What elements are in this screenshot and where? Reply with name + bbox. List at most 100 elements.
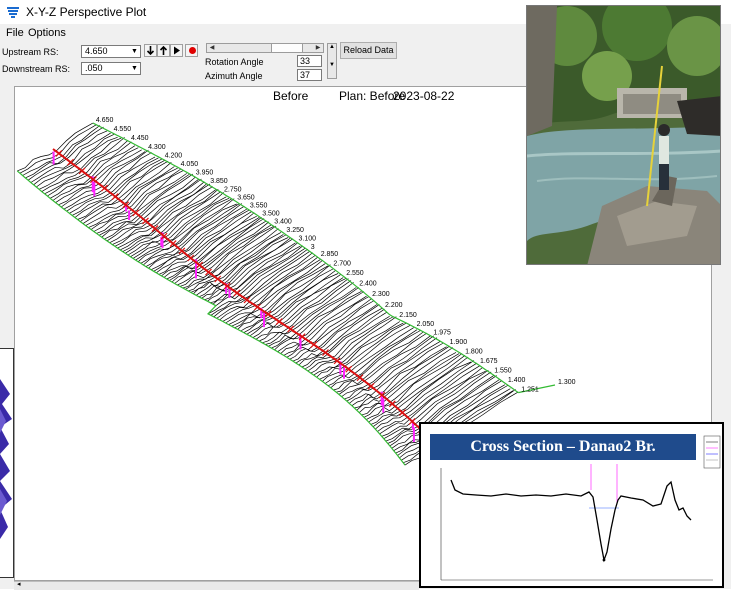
cross-section-line	[122, 188, 219, 252]
cross-section-line	[280, 296, 370, 354]
river-station-label: 2.850	[321, 251, 339, 258]
river-station-label: 3.100	[299, 235, 317, 242]
downstream-bank-extension	[518, 384, 556, 394]
thalweg-marker	[310, 341, 318, 349]
cross-section-line	[49, 145, 136, 199]
reload-data-button[interactable]: Reload Data	[340, 42, 397, 59]
thalweg-marker	[253, 303, 261, 311]
river-station-label: 3.650	[237, 194, 255, 201]
thalweg-marker	[298, 333, 306, 341]
cross-section-line	[193, 234, 286, 295]
river-station-label: 4.050	[181, 161, 199, 168]
record-button[interactable]	[185, 44, 198, 57]
cross-section-line	[330, 330, 421, 389]
chevron-right-icon[interactable]: ▶	[315, 45, 321, 51]
legend-box	[703, 435, 721, 469]
plot-plan-label: Plan: Before	[339, 89, 406, 103]
river-site-photo-image	[527, 6, 720, 264]
cross-section-line	[71, 158, 162, 216]
chevron-left-icon[interactable]: ◀	[209, 45, 215, 51]
cross-section-line	[33, 133, 115, 186]
play-button[interactable]	[170, 44, 183, 57]
cross-section-line	[30, 132, 111, 183]
ground-profile	[450, 479, 692, 563]
cross-section-line	[338, 335, 431, 395]
cross-section-line	[47, 141, 132, 197]
cross-section-chart	[440, 435, 721, 581]
app-icon	[7, 7, 19, 18]
river-station-label: 2.200	[385, 302, 403, 309]
cross-section-lines	[17, 122, 519, 466]
cross-section-line	[240, 270, 336, 332]
river-station-label: 1.550	[494, 368, 512, 375]
river-station-label: 1.675	[480, 358, 498, 365]
upstream-select[interactable]: 4.650 ▼	[81, 45, 141, 58]
chevron-down-icon[interactable]: ▼	[131, 48, 138, 55]
river-station-label: 4.650	[96, 117, 114, 124]
slider-thumb[interactable]	[271, 44, 303, 52]
river-station-label: 2.550	[346, 270, 364, 277]
downstream-label: Downstream RS:	[2, 64, 71, 74]
cross-section-line	[112, 183, 208, 245]
downstream-select[interactable]: .050 ▼	[81, 62, 141, 75]
river-station-label: 2.750	[224, 186, 242, 193]
chevron-down-icon[interactable]: ▼	[131, 65, 138, 72]
arrow-up-icon	[159, 45, 168, 55]
cross-section-line	[69, 157, 159, 214]
cross-section-line	[153, 209, 250, 272]
thalweg-marker	[78, 167, 86, 175]
chevron-left-icon[interactable]: ◂	[17, 581, 21, 588]
river-station-label: 3.850	[210, 178, 228, 185]
cross-section-line	[98, 173, 193, 236]
cross-section-line	[295, 307, 383, 364]
river-station-label: 4.550	[114, 126, 132, 133]
azimuth-input[interactable]: 37	[297, 69, 322, 81]
move-up-button[interactable]	[157, 44, 170, 57]
thalweg-marker	[55, 149, 63, 157]
thalweg-marker	[196, 261, 204, 269]
cross-section-line	[333, 331, 425, 391]
thalweg-marker	[101, 184, 108, 192]
cross-section-line	[44, 140, 129, 195]
move-down-button[interactable]	[144, 44, 157, 57]
cross-section-line	[85, 167, 178, 226]
cross-section-line	[243, 273, 339, 333]
thalweg-marker	[322, 349, 329, 357]
river-station-label: 2.400	[359, 280, 377, 287]
thalweg-marker	[132, 209, 140, 217]
animation-slider[interactable]: ◀ ▶	[206, 43, 324, 53]
river-station-label: 3.250	[286, 227, 304, 234]
cross-section-line	[66, 156, 156, 212]
cross-section-line	[22, 125, 101, 176]
plot-date-label: 2023-08-22	[393, 89, 455, 103]
thalweg-marker	[67, 158, 74, 166]
menu-options[interactable]: Options	[28, 27, 66, 39]
cross-section-line	[198, 237, 291, 298]
thalweg-marker	[398, 409, 406, 417]
cross-section-line	[38, 137, 122, 190]
angle-spin-strip[interactable]: ▲ ▼	[327, 43, 337, 79]
cross-section-line	[225, 259, 324, 324]
cross-section-line	[179, 226, 274, 287]
river-station-label: 2.700	[333, 260, 351, 267]
horizontal-scrollbar[interactable]: ◂	[14, 581, 419, 590]
thalweg-marker	[122, 201, 130, 209]
azimuth-label: Azimuth Angle	[205, 71, 263, 81]
cross-section-line	[132, 197, 230, 259]
rotation-input[interactable]: 33	[297, 55, 322, 67]
cross-section-inset: Cross Section – Danao2 Br.	[419, 422, 724, 588]
thalweg-marker	[388, 400, 396, 408]
cross-section-line	[58, 151, 146, 206]
menu-file[interactable]: File	[6, 27, 24, 39]
upstream-value: 4.650	[85, 46, 108, 56]
cross-section-line	[219, 256, 318, 321]
thalweg-marker	[111, 193, 119, 201]
thalweg-marker	[187, 254, 195, 262]
thalweg-marker	[367, 382, 375, 390]
rotation-label: Rotation Angle	[205, 57, 264, 67]
thalweg-marker	[160, 232, 168, 240]
cross-section-line	[344, 337, 438, 400]
river-station-label: 1.300	[558, 379, 576, 386]
